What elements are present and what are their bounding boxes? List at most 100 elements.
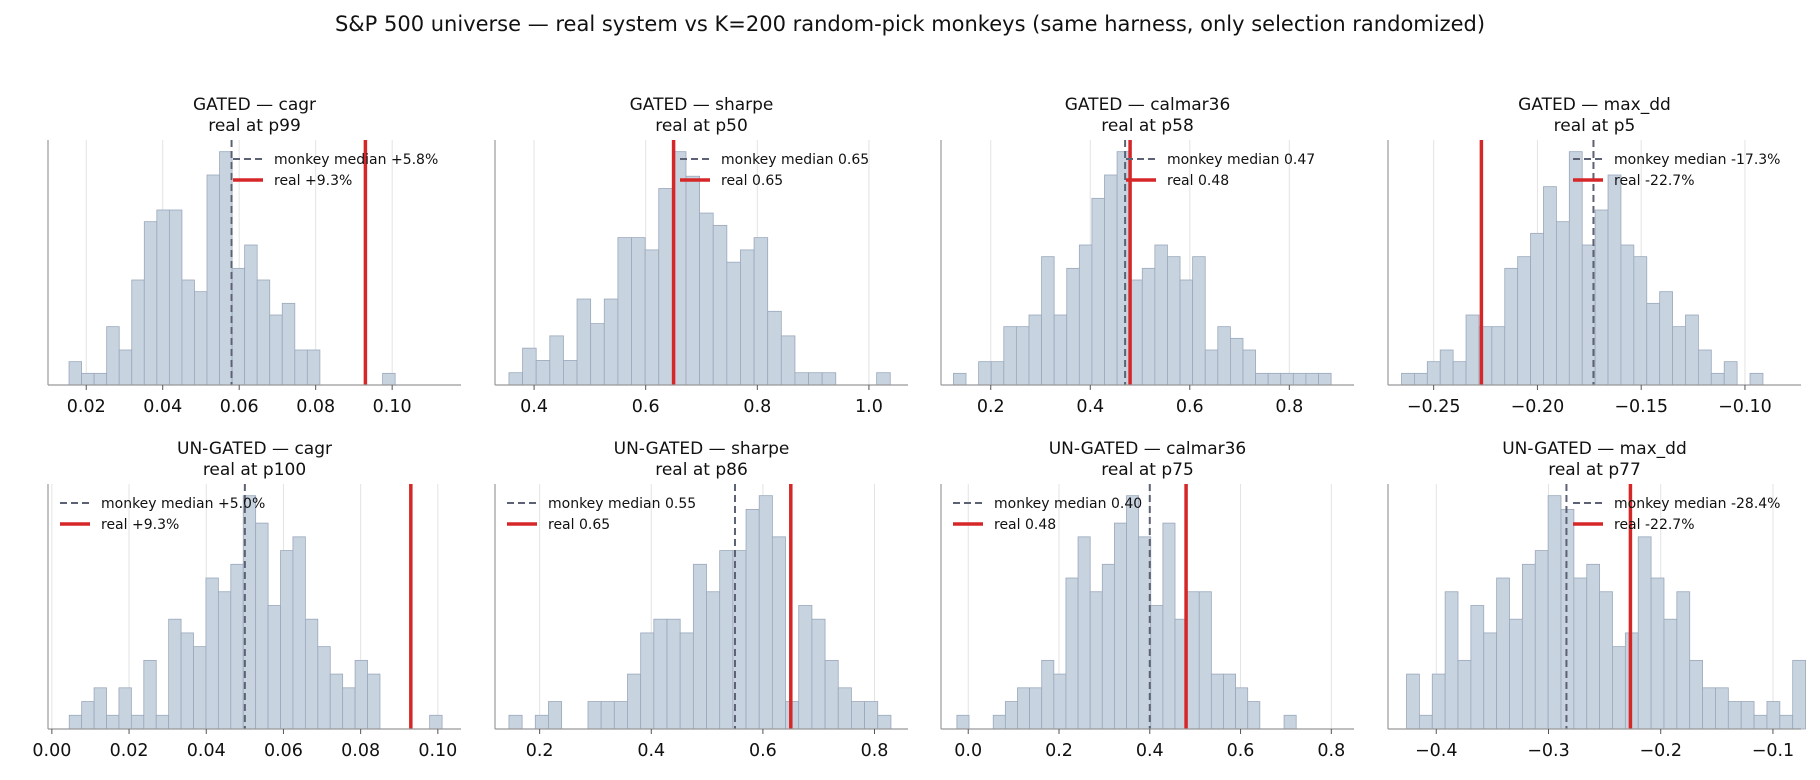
histogram-bar	[1015, 326, 1030, 386]
histogram-bar	[118, 687, 132, 730]
histogram-bar	[685, 175, 701, 386]
histogram-bar	[1555, 221, 1570, 386]
histogram-bar	[978, 361, 992, 386]
histogram-bar	[93, 372, 108, 386]
histogram-bar	[1041, 256, 1055, 386]
histogram-bar	[1053, 673, 1067, 730]
x-tick-label: −0.3	[1527, 741, 1570, 761]
histogram-bar	[1607, 174, 1622, 386]
histogram-bar	[1723, 361, 1738, 386]
histogram-bar	[280, 550, 294, 730]
panel-title: GATED — calmar36	[1065, 95, 1231, 115]
panel-title: UN-GATED — max_dd	[1502, 439, 1687, 459]
histogram-bar	[1521, 563, 1536, 730]
histogram-bar	[821, 372, 837, 386]
histogram-bar	[1496, 577, 1510, 730]
histogram-bar	[1413, 372, 1428, 386]
panel-title: GATED — cagr	[193, 95, 316, 115]
histogram-bar	[1573, 577, 1588, 730]
histogram-bar	[1150, 605, 1164, 730]
histogram-bar	[205, 577, 219, 730]
panel-subtitle: real at p86	[655, 460, 748, 480]
histogram-bar	[508, 372, 523, 386]
histogram-bar	[281, 302, 296, 386]
histogram-bar	[1599, 591, 1613, 730]
histogram-bar	[808, 372, 823, 386]
histogram-bar	[1470, 605, 1485, 730]
histogram-bar	[767, 310, 782, 386]
legend-real-label: real -22.7%	[1614, 173, 1695, 189]
histogram-bar	[1078, 244, 1093, 386]
histogram-bar	[1594, 209, 1609, 386]
panel-title: GATED — sharpe	[630, 95, 774, 115]
histogram-bar	[1318, 372, 1332, 386]
histogram-bar	[851, 701, 865, 730]
x-tick-label: 0.00	[32, 741, 71, 761]
histogram-bar	[600, 701, 615, 730]
histogram-bar	[68, 714, 83, 730]
x-tick-label: 0.2	[977, 397, 1005, 417]
legend-real-label: real +9.3%	[274, 173, 352, 189]
histogram-bar	[230, 563, 244, 730]
histogram-bar	[679, 632, 694, 730]
x-tick-label: 0.6	[1176, 397, 1204, 417]
x-tick-label: 0.2	[1045, 741, 1073, 761]
histogram-bar	[1089, 591, 1103, 730]
histogram-bar	[269, 314, 283, 386]
legend-median-label: monkey median 0.55	[548, 496, 696, 512]
x-tick-label: 0.6	[749, 741, 777, 761]
x-tick-label: 0.4	[520, 397, 548, 417]
histogram-bar	[706, 591, 721, 730]
x-tick-label: −0.20	[1511, 397, 1565, 417]
legend-median-label: monkey median 0.65	[721, 152, 869, 168]
histogram-bar	[587, 701, 602, 730]
histogram-bar	[1223, 673, 1236, 730]
histogram-bar	[877, 714, 892, 730]
histogram-bar	[1204, 349, 1219, 386]
histogram-bar	[712, 224, 728, 386]
histogram-bar	[1534, 550, 1549, 730]
x-tick-label: 0.2	[526, 741, 554, 761]
x-tick-label: 0.6	[632, 397, 660, 417]
histogram-bar	[1753, 714, 1768, 730]
histogram-bar	[1305, 372, 1319, 386]
histogram-bar	[745, 508, 760, 730]
histogram-bar	[534, 714, 549, 730]
panel-title: UN-GATED — sharpe	[614, 439, 790, 459]
panel-subtitle: real at p58	[1101, 116, 1194, 136]
histogram-bar	[1029, 687, 1043, 730]
histogram-bar	[1017, 687, 1030, 730]
histogram-bar	[1198, 591, 1212, 730]
histogram-bar	[382, 372, 396, 386]
histogram-bar	[666, 618, 681, 730]
histogram-bar	[794, 372, 809, 386]
x-tick-label: 0.6	[1227, 741, 1255, 761]
histogram-bar	[508, 714, 523, 730]
histogram-bar	[1141, 267, 1156, 386]
histogram-bar	[306, 349, 321, 386]
legend-median-label: monkey median +5.8%	[274, 152, 438, 168]
histogram-bar	[219, 151, 233, 386]
legend-real-label: real 0.65	[721, 173, 783, 189]
panel-title: GATED — max_dd	[1518, 95, 1671, 115]
legend-median-label: monkey median +5.0%	[101, 496, 265, 512]
legend-real-label: real +9.3%	[101, 517, 179, 533]
histogram-bar	[1186, 591, 1200, 730]
x-tick-label: 0.10	[418, 741, 457, 761]
histogram-bar	[956, 714, 970, 730]
histogram-bar	[563, 360, 578, 386]
histogram-bar	[1210, 673, 1224, 730]
histogram-bar	[758, 495, 773, 730]
histogram-bar	[824, 659, 839, 730]
panel-subtitle: real at p75	[1101, 460, 1194, 480]
histogram-bar	[342, 687, 356, 730]
histogram-bar	[1633, 256, 1648, 386]
histogram-bar	[1715, 687, 1729, 730]
histogram-bar	[692, 563, 707, 730]
histogram-bar	[131, 279, 145, 386]
histogram-bar	[640, 632, 655, 730]
histogram-bar	[753, 237, 769, 386]
